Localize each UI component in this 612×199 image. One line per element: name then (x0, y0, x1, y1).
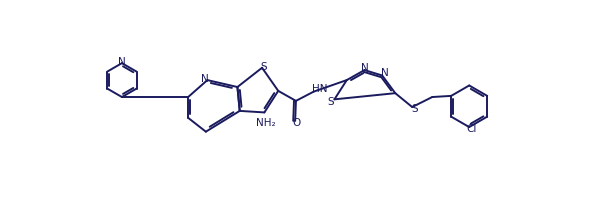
Text: N: N (201, 74, 209, 84)
Text: S: S (411, 104, 418, 114)
Text: S: S (260, 62, 267, 72)
Text: N: N (381, 68, 389, 78)
Text: HN: HN (312, 84, 327, 94)
Text: S: S (327, 97, 334, 107)
Text: N: N (360, 63, 368, 73)
Text: N: N (118, 57, 126, 67)
Text: Cl: Cl (466, 124, 477, 134)
Text: O: O (293, 118, 301, 128)
Text: NH₂: NH₂ (256, 118, 276, 128)
